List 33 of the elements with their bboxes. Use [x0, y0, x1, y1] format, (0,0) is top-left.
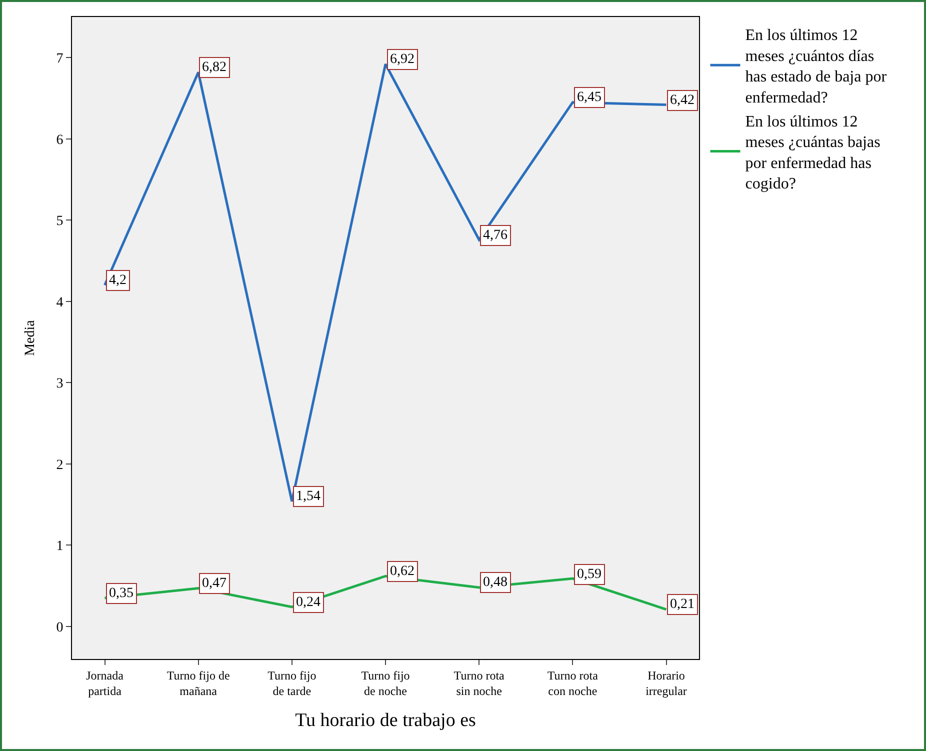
x-tick-label: Turno fijo de mañana: [166, 668, 230, 698]
data-label: 6,92: [390, 52, 414, 67]
y-tick-label: 0: [56, 620, 64, 636]
data-label: 0,48: [483, 575, 508, 590]
y-axis-title: Media: [23, 319, 38, 356]
data-label: 6,45: [577, 90, 602, 105]
data-label: 4,76: [483, 228, 508, 243]
x-axis-title: Tu horario de trabajo es: [295, 710, 476, 731]
data-label: 4,2: [109, 273, 126, 288]
x-tick-label: Turno rota sin noche: [454, 668, 506, 698]
data-label: 6,42: [670, 93, 694, 108]
y-tick-label: 6: [56, 132, 64, 148]
y-tick-label: 7: [56, 52, 64, 67]
x-tick-label: Turno fijo de noche: [361, 668, 410, 698]
x-tick-label: Horario irregular: [646, 668, 687, 698]
data-label: 0,62: [390, 564, 414, 579]
y-tick-label: 1: [56, 539, 64, 554]
legend-label: En los últimos 12 meses ¿cuántas bajas por enfermedad has cogido?: [745, 113, 880, 193]
x-tick-label: Turno rota con noche: [547, 668, 599, 698]
data-label: 0,21: [670, 597, 694, 612]
data-label: 1,54: [296, 489, 320, 504]
x-tick-label: Turno fijo de tarde: [268, 668, 316, 698]
data-label: 6,82: [202, 60, 226, 75]
x-tick-label: Jornada partida: [86, 668, 124, 698]
y-tick-label: 5: [56, 214, 64, 230]
data-label: 0,35: [109, 586, 134, 601]
y-tick-label: 3: [56, 376, 64, 392]
data-label: 0,47: [202, 576, 226, 591]
data-label: 0,24: [296, 595, 320, 610]
data-label: 0,59: [577, 567, 602, 582]
legend-label: En los últimos 12 meses ¿cuántos días has estado de baja por enfermedad?: [745, 27, 888, 107]
y-tick-label: 4: [56, 295, 64, 310]
y-tick-label: 2: [56, 458, 64, 473]
